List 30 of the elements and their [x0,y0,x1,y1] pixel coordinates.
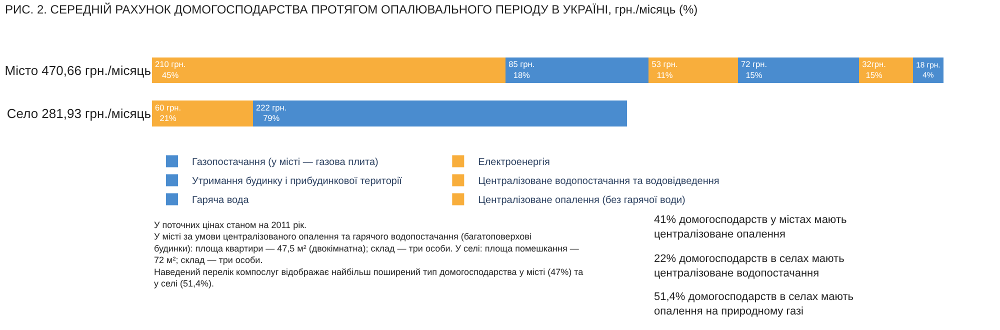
legend-label: Централізоване опалення (без гарячої води) [478,195,686,206]
bar [253,100,627,126]
legend-label: Газопостачання (у місті — газова плита) [192,157,378,168]
legend-label: Централізоване водопостачання та водовідведення [478,176,720,188]
text: 51,4% домогосподарств в селах мають опалення на природному газі [654,291,854,318]
legend-label: Електроенергія [478,157,550,168]
data-label: 53 грн. 11% [652,59,678,80]
bar [152,57,506,84]
data-label: 72 грн. 15% [740,59,767,80]
y-tick-label: Село 281,93 грн./місяць [6,106,152,121]
data-label: 210 грн. 45% [155,59,186,80]
text: 22% домогосподарств в селах мають централізоване водопостачання [654,253,845,280]
text: Наведений перелік компослуг відображає найбільш поширений тип домогосподарства у місті (47%) та у селі (51,4%). [154,266,584,288]
bar [859,57,914,84]
data-label: 32грн. 15% [862,59,886,80]
bar [152,100,254,126]
text: 41% домогосподарств у містах мають централізоване опалення [654,214,847,240]
data-label: 222 грн. 79% [256,102,287,124]
legend-label: Утримання будинку і прибудинкової території [192,176,402,188]
bar [648,57,738,84]
data-label: 18 грн. 4% [916,60,940,80]
bar [738,57,860,84]
chart-title: РИС. 2. СЕРЕДНІЙ РАХУНОК ДОМОГОСПОДАРСТВА ПРОТЯГОМ ОПАЛЮВАЛЬНОГО ПЕРІОДУ В УКРАЇНІ, грн./місяць (%) [5,2,698,16]
text: У місті за умови централізованого опалення та гарячого водопостачання (багатоповерхові будинки): площа квартири — 47,5 м² (двокімнатна); склад — три особи. У селі: площа помешкання — 72 м²; склад — три особи. [154,232,579,266]
text: У поточних цінах станом на 2011 рік. [154,220,307,230]
data-label: 85 грн. 18% [508,59,535,80]
bar [506,57,649,84]
y-tick-label: Місто 470,66 грн./місяць [4,62,152,78]
legend-label: Гаряча вода [192,195,250,206]
data-label: 60 грн. 21% [155,102,182,124]
